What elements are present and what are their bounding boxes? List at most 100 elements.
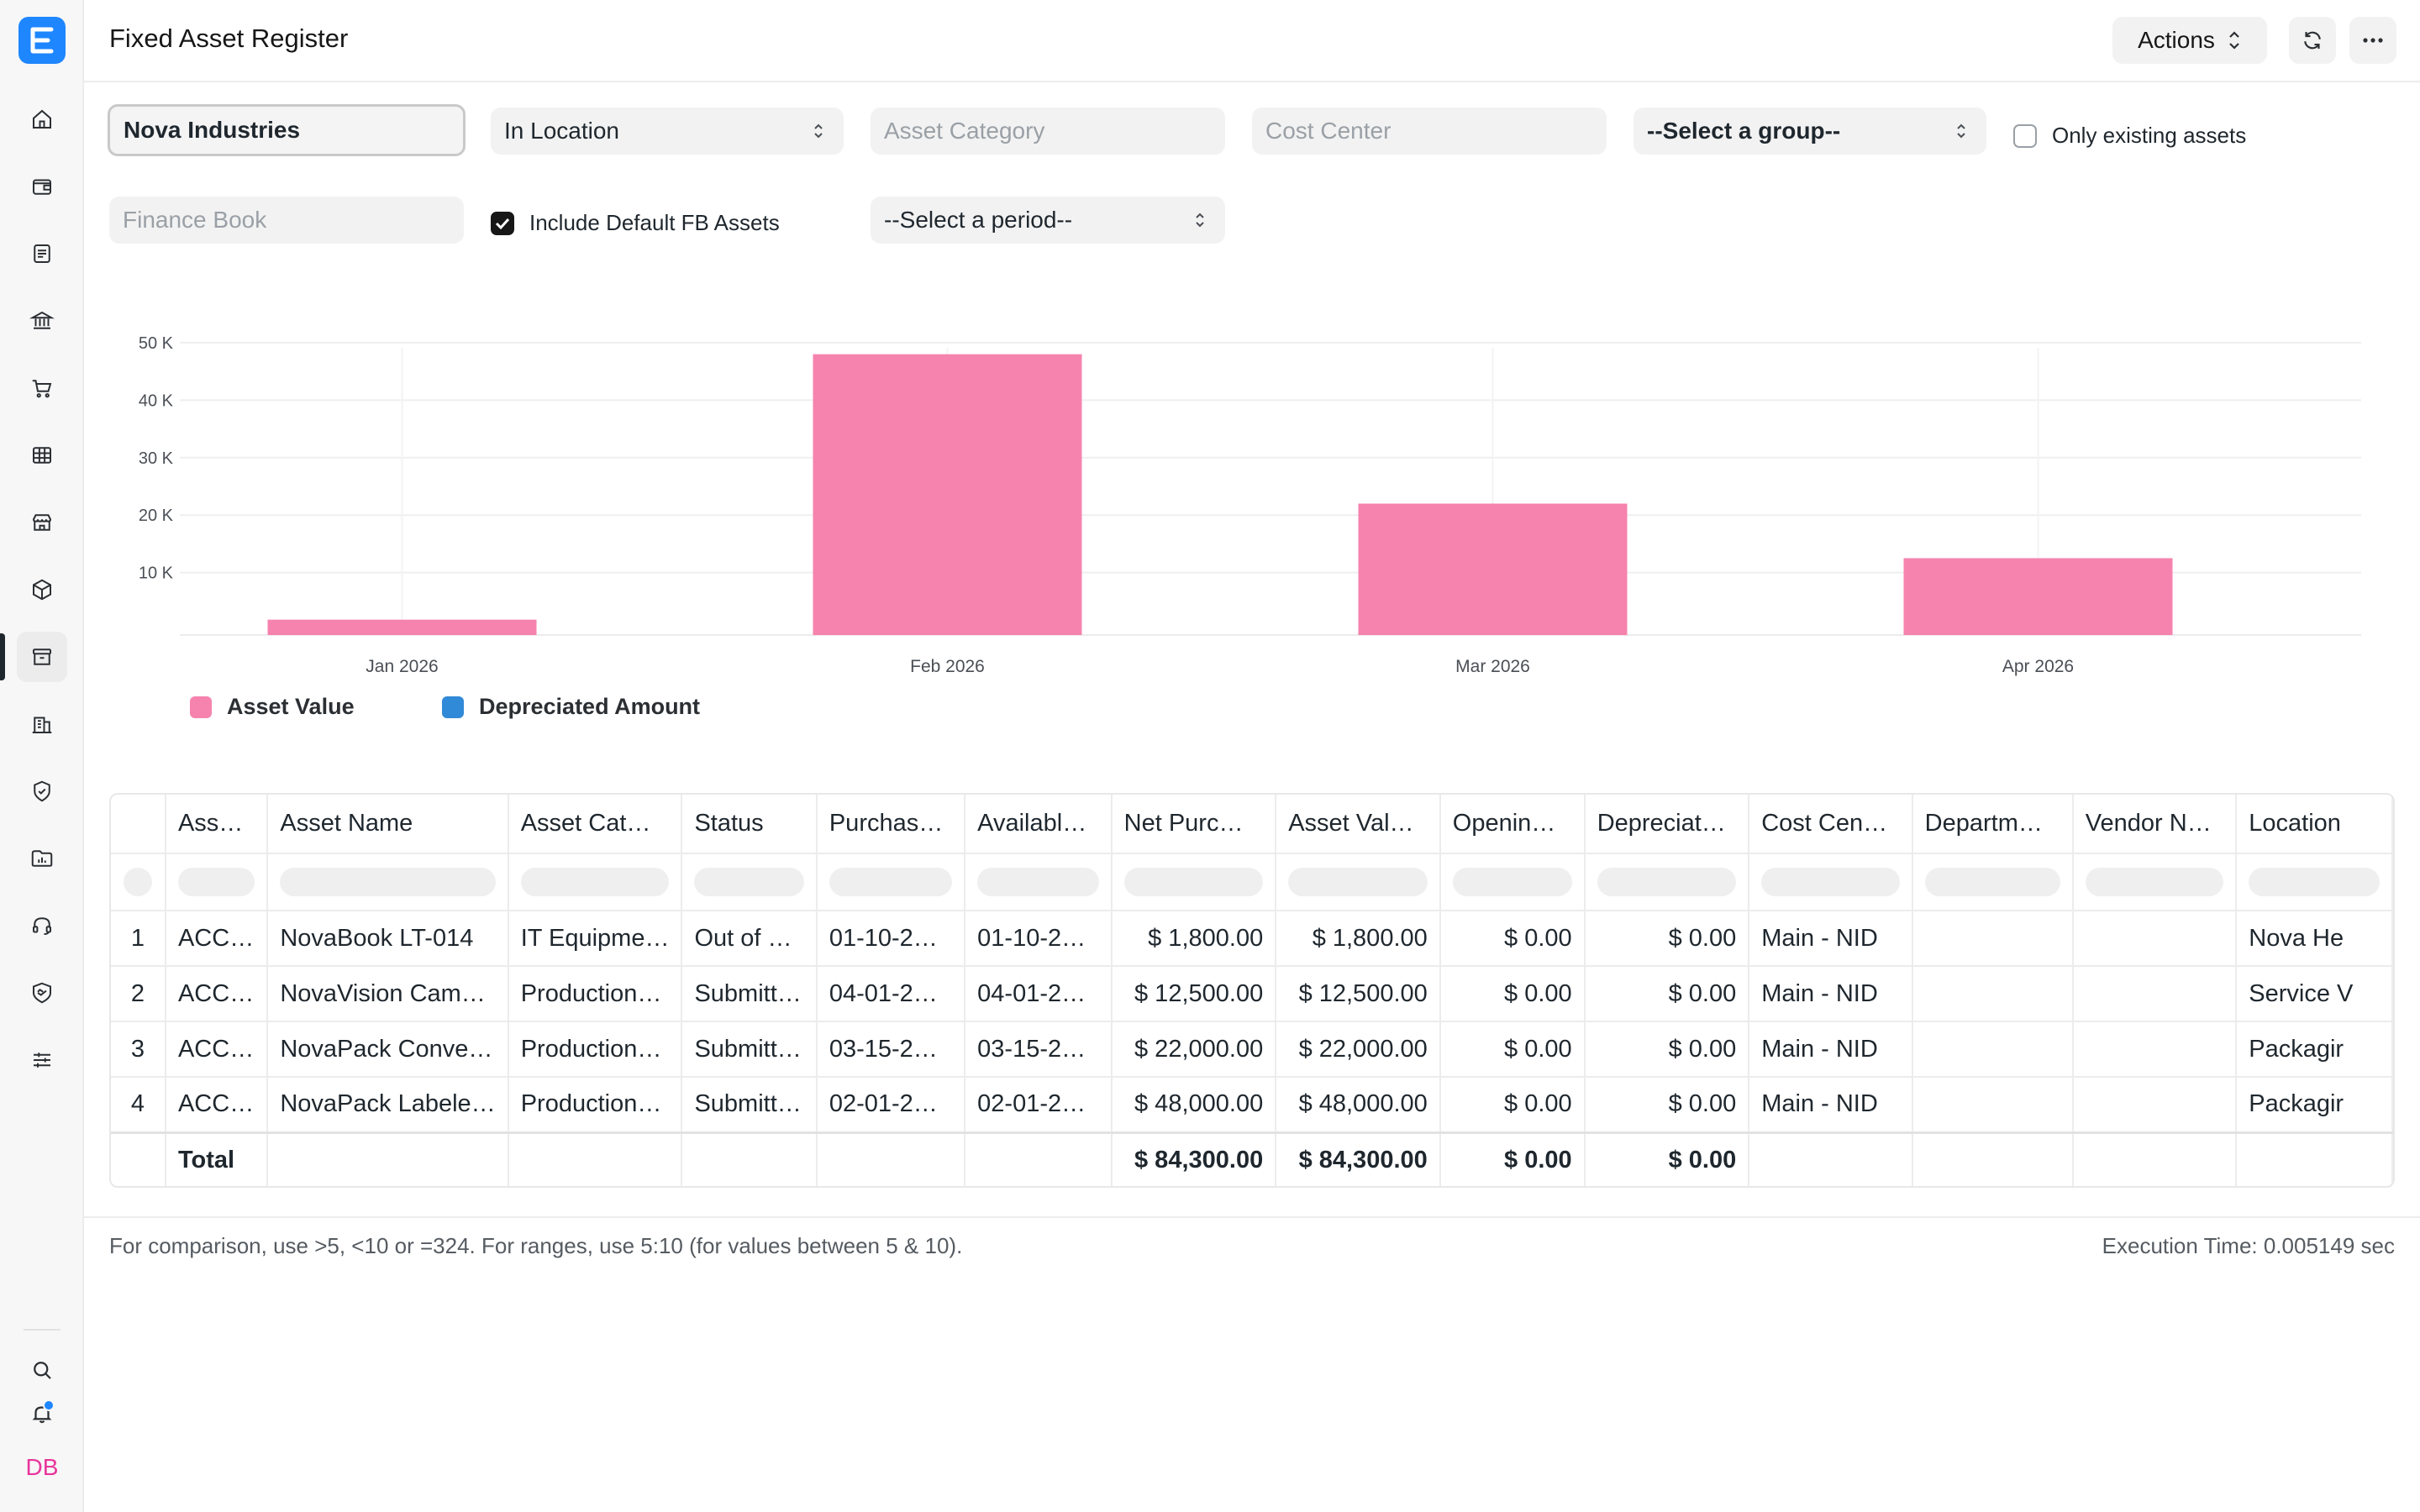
table-cell[interactable]: Nova He bbox=[2236, 911, 2393, 967]
column-filter-input[interactable] bbox=[2072, 853, 2238, 911]
table-cell[interactable]: Main - NID bbox=[1749, 1077, 1913, 1133]
include-default-fb-checkbox[interactable]: Include Default FB Assets bbox=[491, 210, 780, 236]
table-cell[interactable]: 03-15-2… bbox=[816, 1021, 966, 1078]
sidebar-item-quality[interactable] bbox=[17, 766, 67, 816]
column-filter-input[interactable] bbox=[1111, 853, 1277, 911]
column-filter-pill[interactable] bbox=[177, 868, 255, 896]
table-cell[interactable]: $ 0.00 bbox=[1584, 911, 1750, 967]
sidebar-item-hr[interactable] bbox=[17, 968, 67, 1018]
column-header[interactable]: Availabl… bbox=[965, 795, 1113, 854]
table-cell[interactable]: Packagir bbox=[2236, 1021, 2393, 1078]
table-cell[interactable]: $ 12,500.00 bbox=[1276, 966, 1441, 1022]
report-table-container[interactable]: Ass… Asset Name Asset Cat… Status Purchas… Av… bbox=[109, 793, 2395, 1188]
table-row[interactable]: 3 ACC… NovaPack Conve… Production… Submitt… 0… bbox=[111, 1021, 2393, 1078]
column-header[interactable]: Net Purc… bbox=[1111, 795, 1277, 854]
only-existing-assets-box[interactable] bbox=[2013, 123, 2037, 148]
table-row[interactable]: 1 ACC… NovaBook LT-014 IT Equipme… Out of … 0… bbox=[111, 911, 2393, 967]
column-filter-input[interactable] bbox=[1439, 853, 1586, 911]
table-cell[interactable]: $ 1,800.00 bbox=[1111, 911, 1277, 967]
sidebar-item-store[interactable] bbox=[17, 497, 67, 548]
sidebar-item-manufacturing[interactable] bbox=[17, 699, 67, 749]
table-cell[interactable] bbox=[1912, 1077, 2074, 1133]
table-cell[interactable] bbox=[1912, 966, 2074, 1022]
column-filter-pill[interactable] bbox=[694, 868, 804, 896]
column-filter-pill[interactable] bbox=[520, 868, 670, 896]
sidebar-item-selling[interactable] bbox=[17, 430, 67, 480]
include-default-fb-box[interactable] bbox=[491, 211, 514, 235]
company-field[interactable]: Nova Industries bbox=[108, 104, 466, 156]
column-filter-pill[interactable] bbox=[1761, 868, 1900, 896]
sidebar-item-accounting[interactable] bbox=[17, 161, 67, 212]
column-filter-input[interactable] bbox=[165, 853, 269, 911]
sidebar-item-support[interactable] bbox=[17, 900, 67, 951]
group-by-select[interactable]: --Select a group-- bbox=[1634, 108, 1986, 155]
column-header[interactable]: Asset Cat… bbox=[508, 795, 683, 854]
column-header[interactable]: Cost Cen… bbox=[1749, 795, 1913, 854]
actions-button[interactable]: Actions bbox=[2112, 17, 2267, 64]
table-cell[interactable] bbox=[2072, 1077, 2238, 1133]
sidebar-item-settings[interactable] bbox=[17, 1035, 67, 1085]
column-filter-pill[interactable] bbox=[829, 868, 953, 896]
table-cell[interactable]: Submitt… bbox=[681, 1021, 818, 1078]
table-cell[interactable]: $ 48,000.00 bbox=[1276, 1077, 1441, 1133]
table-cell[interactable]: $ 12,500.00 bbox=[1111, 966, 1277, 1022]
table-cell[interactable]: ACC… bbox=[165, 966, 269, 1022]
column-filter-input[interactable] bbox=[1584, 853, 1750, 911]
table-cell[interactable]: $ 0.00 bbox=[1439, 1077, 1586, 1133]
column-header[interactable]: Asset Val… bbox=[1276, 795, 1441, 854]
column-filter-input[interactable] bbox=[1749, 853, 1913, 911]
column-filter-input[interactable] bbox=[2236, 853, 2393, 911]
app-logo[interactable] bbox=[18, 17, 66, 64]
refresh-button[interactable] bbox=[2289, 17, 2336, 64]
table-cell[interactable]: $ 0.00 bbox=[1584, 966, 1750, 1022]
column-header[interactable]: Asset Name bbox=[267, 795, 509, 854]
table-cell[interactable]: 04-01-2… bbox=[965, 966, 1113, 1022]
sidebar-item-stock[interactable] bbox=[17, 564, 67, 615]
legend-item-asset-value[interactable]: Asset Value bbox=[190, 694, 355, 720]
status-select[interactable]: In Location bbox=[491, 108, 844, 155]
table-cell[interactable]: $ 0.00 bbox=[1584, 1021, 1750, 1078]
column-filter-pill[interactable] bbox=[2249, 868, 2380, 896]
table-cell[interactable]: ACC… bbox=[165, 1077, 269, 1133]
table-cell[interactable] bbox=[1912, 1021, 2074, 1078]
table-cell[interactable] bbox=[2072, 1021, 2238, 1078]
column-header[interactable]: Location bbox=[2236, 795, 2393, 854]
sidebar-item-home[interactable] bbox=[17, 94, 67, 144]
cost-center-field[interactable]: Cost Center bbox=[1252, 108, 1607, 155]
avatar[interactable]: DB bbox=[25, 1454, 59, 1480]
table-cell[interactable]: Main - NID bbox=[1749, 966, 1913, 1022]
column-header[interactable]: Ass… bbox=[165, 795, 269, 854]
column-filter-input[interactable] bbox=[965, 853, 1113, 911]
column-header[interactable]: Openin… bbox=[1439, 795, 1586, 854]
sidebar-item-documents[interactable] bbox=[17, 228, 67, 279]
column-filter-input[interactable] bbox=[1276, 853, 1441, 911]
column-header[interactable]: Purchas… bbox=[816, 795, 966, 854]
column-filter-pill[interactable] bbox=[1597, 868, 1737, 896]
column-filter-pill[interactable] bbox=[2085, 868, 2224, 896]
column-filter-pill[interactable] bbox=[1452, 868, 1572, 896]
table-cell[interactable]: $ 22,000.00 bbox=[1276, 1021, 1441, 1078]
table-cell[interactable]: 02-01-2… bbox=[816, 1077, 966, 1133]
column-filter-input[interactable] bbox=[1912, 853, 2074, 911]
table-cell[interactable]: NovaPack Labele… bbox=[267, 1077, 509, 1133]
search-button[interactable] bbox=[21, 1349, 63, 1391]
table-cell[interactable] bbox=[2072, 911, 2238, 967]
column-header[interactable]: Vendor N… bbox=[2072, 795, 2238, 854]
table-cell[interactable]: $ 0.00 bbox=[1584, 1077, 1750, 1133]
table-cell[interactable]: Production… bbox=[508, 966, 683, 1022]
table-cell[interactable]: 01-10-2… bbox=[816, 911, 966, 967]
table-cell[interactable]: Main - NID bbox=[1749, 911, 1913, 967]
column-header[interactable]: Status bbox=[681, 795, 818, 854]
table-cell[interactable]: Submitt… bbox=[681, 1077, 818, 1133]
table-cell[interactable]: NovaPack Conve… bbox=[267, 1021, 509, 1078]
table-row[interactable]: 2 ACC… NovaVision Cam… Production… Submitt… 0… bbox=[111, 966, 2393, 1022]
column-filter-input[interactable] bbox=[816, 853, 966, 911]
table-cell[interactable]: Production… bbox=[508, 1077, 683, 1133]
column-filter-pill[interactable] bbox=[1123, 868, 1264, 896]
only-existing-assets-checkbox[interactable]: Only existing assets bbox=[2013, 123, 2246, 149]
table-cell[interactable]: 02-01-2… bbox=[965, 1077, 1113, 1133]
column-header[interactable]: Depreciat… bbox=[1584, 795, 1750, 854]
table-cell[interactable]: $ 0.00 bbox=[1439, 911, 1586, 967]
table-cell[interactable]: 01-10-2… bbox=[965, 911, 1113, 967]
table-row[interactable]: 4 ACC… NovaPack Labele… Production… Submitt…… bbox=[111, 1077, 2393, 1133]
